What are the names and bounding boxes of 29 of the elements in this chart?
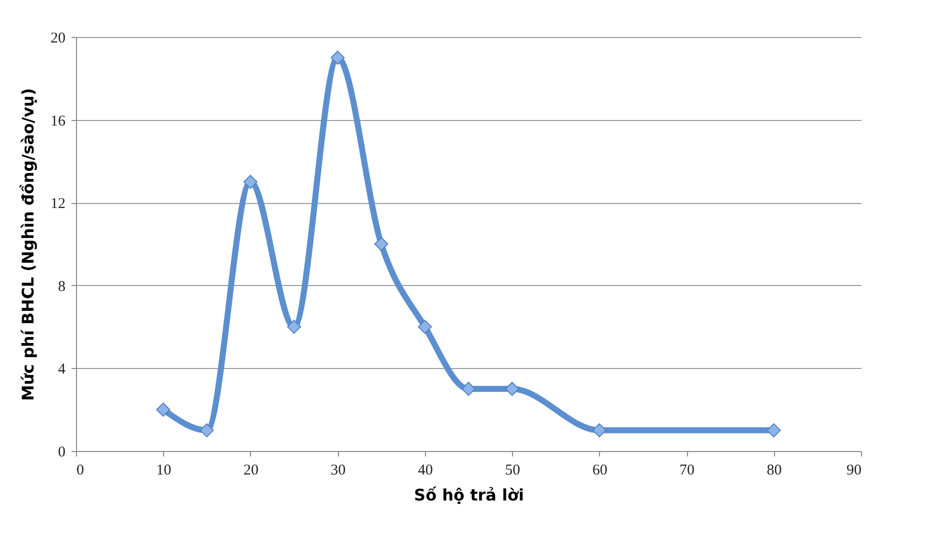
x-tick-label: 30 <box>330 462 346 478</box>
y-tick-label: 0 <box>58 444 66 460</box>
y-tick-label: 20 <box>50 30 66 46</box>
point <box>418 320 432 334</box>
x-tick-label: 70 <box>680 462 695 478</box>
x-tick-label: 20 <box>243 462 258 478</box>
point <box>461 382 476 396</box>
point <box>374 236 388 252</box>
point <box>200 423 214 438</box>
point <box>766 423 781 438</box>
x-tick-label: 80 <box>766 462 782 478</box>
y-axis-title: Mức phí BHCL (Nghìn đồng/sào/vụ) <box>18 88 38 401</box>
point <box>287 320 302 334</box>
y-tick-label: 4 <box>58 362 66 378</box>
x-axis-title: Số hộ trả lời <box>414 486 524 504</box>
point <box>592 423 606 438</box>
x-tick-label: 10 <box>156 462 172 478</box>
x-tick-label: 90 <box>846 462 862 478</box>
x-tick-label: 60 <box>592 462 608 478</box>
point <box>243 174 258 189</box>
y-tick-label: 8 <box>58 278 66 295</box>
point <box>505 382 520 396</box>
point <box>330 50 345 65</box>
x-tick-label: 0 <box>76 462 84 478</box>
y-tick-label: 12 <box>50 196 66 212</box>
x-tick-label: 50 <box>505 462 520 478</box>
y-tick-label: 16 <box>50 113 66 130</box>
point <box>156 402 170 417</box>
x-tick-label: 40 <box>418 462 433 478</box>
